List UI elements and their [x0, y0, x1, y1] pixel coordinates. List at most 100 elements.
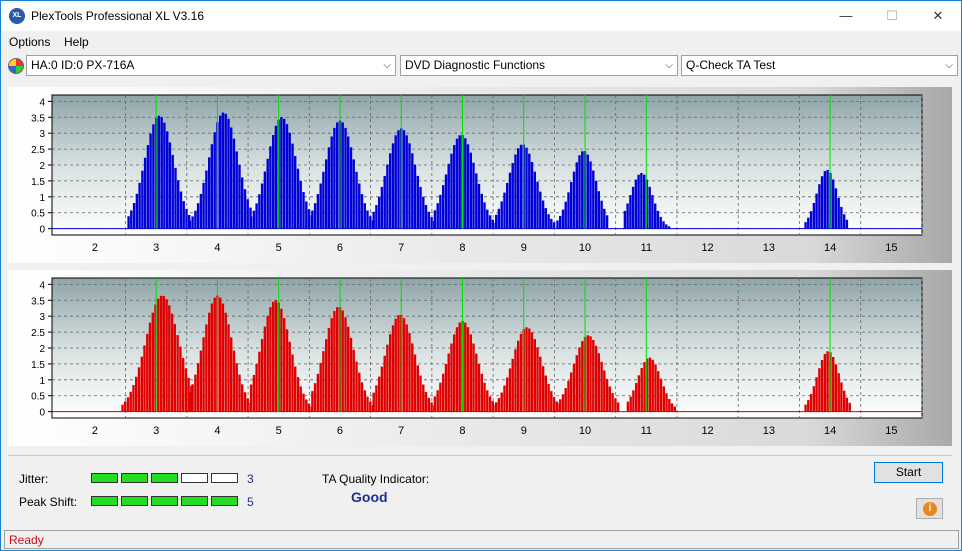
histogram-bar	[313, 383, 317, 412]
menu-options[interactable]: Options	[9, 35, 51, 49]
histogram-bar	[458, 322, 461, 412]
histogram-bar	[165, 299, 168, 412]
x-tick-label: 9	[521, 425, 527, 437]
histogram-bar	[148, 322, 152, 412]
histogram-bar	[260, 339, 264, 412]
function-select-value: DVD Diagnostic Functions	[405, 58, 546, 72]
histogram-bar	[419, 186, 422, 229]
histogram-bar	[196, 363, 200, 412]
histogram-bar	[594, 345, 598, 412]
histogram-bar	[570, 182, 573, 229]
histogram-bar	[291, 143, 294, 229]
histogram-bar	[177, 180, 180, 229]
histogram-bar	[626, 203, 629, 229]
histogram-bar	[263, 326, 267, 412]
x-tick-label: 6	[337, 242, 343, 254]
histogram-bar	[188, 392, 192, 412]
histogram-bar	[826, 169, 829, 229]
histogram-bar	[536, 181, 539, 229]
histogram-bar	[645, 179, 649, 229]
histogram-bar	[319, 183, 322, 229]
histogram-bar	[511, 358, 514, 412]
histogram-bar	[205, 324, 208, 412]
histogram-bar	[840, 206, 843, 229]
histogram-bar	[291, 354, 294, 412]
histogram-bar	[469, 334, 472, 412]
histogram-bar	[648, 357, 652, 412]
title-bar[interactable]: XL PlexTools Professional XL V3.16 — ☐ ✕	[1, 1, 961, 31]
histogram-bar	[391, 143, 395, 229]
histogram-bar	[442, 185, 445, 229]
info-button[interactable]: i	[916, 498, 943, 519]
histogram-bar	[514, 154, 517, 229]
histogram-bar	[316, 373, 320, 412]
histogram-bar	[219, 297, 222, 412]
histogram-bar	[232, 138, 236, 229]
close-button[interactable]: ✕	[932, 8, 944, 23]
histogram-bar	[184, 368, 188, 412]
histogram-bar	[307, 403, 311, 412]
histogram-bar	[219, 115, 222, 229]
histogram-bar	[422, 384, 425, 412]
histogram-bar	[486, 209, 489, 229]
histogram-bar	[196, 203, 200, 229]
histogram-bar	[160, 117, 163, 229]
histogram-bar	[280, 117, 283, 229]
histogram-bar	[466, 144, 470, 229]
histogram-bar	[614, 398, 617, 412]
histogram-bar	[444, 174, 448, 229]
histogram-bar	[313, 203, 317, 229]
test-select[interactable]: Q-Check TA Test ⌵	[681, 55, 958, 76]
x-tick-label: 7	[398, 242, 404, 254]
function-select[interactable]: DVD Diagnostic Functions ⌵	[400, 55, 678, 76]
histogram-bar	[322, 171, 325, 229]
histogram-bar	[659, 378, 663, 412]
y-tick-label: 1	[39, 376, 45, 387]
histogram-bar	[307, 209, 311, 229]
histogram-bar	[486, 390, 489, 412]
minimize-button[interactable]: —	[839, 8, 853, 23]
histogram-bar	[605, 378, 609, 412]
histogram-bar	[495, 214, 498, 229]
histogram-bar	[185, 208, 188, 229]
x-tick-label: 10	[579, 425, 591, 437]
histogram-bar	[640, 173, 643, 229]
histogram-bar	[121, 404, 124, 412]
maximize-button[interactable]: ☐	[886, 8, 898, 23]
histogram-bar	[389, 153, 392, 229]
histogram-bar	[575, 355, 578, 412]
histogram-bar	[349, 337, 353, 412]
histogram-bar	[283, 118, 286, 229]
disc-drive-icon	[8, 58, 24, 74]
start-button[interactable]: Start	[874, 462, 943, 483]
histogram-bar	[416, 175, 419, 229]
y-tick-label: 0.5	[31, 392, 45, 403]
histogram-bar	[408, 333, 411, 412]
histogram-bar	[126, 397, 130, 412]
histogram-bar	[311, 391, 314, 412]
histogram-bar	[586, 154, 589, 229]
histogram-bar	[447, 353, 450, 412]
histogram-bar	[413, 354, 417, 412]
menu-help[interactable]: Help	[64, 35, 89, 49]
histogram-bar	[807, 217, 810, 229]
histogram-bar	[383, 355, 386, 412]
y-tick-label: 3.5	[31, 113, 45, 124]
x-tick-label: 12	[701, 242, 713, 254]
histogram-bar	[668, 399, 671, 412]
histogram-bar	[411, 343, 414, 412]
histogram-bar	[556, 220, 559, 229]
histogram-bar	[344, 127, 347, 229]
histogram-bar	[152, 124, 155, 229]
histogram-bar	[444, 364, 448, 412]
drive-select[interactable]: HA:0 ID:0 PX-716A ⌵	[26, 55, 396, 76]
histogram-bar	[191, 384, 194, 412]
histogram-bar	[163, 122, 166, 229]
histogram-bar	[453, 145, 456, 229]
histogram-bar	[530, 162, 534, 229]
histogram-bar	[333, 127, 336, 229]
x-tick-label: 6	[337, 425, 343, 437]
histogram-bar	[402, 130, 406, 229]
y-tick-label: 0	[39, 225, 45, 236]
histogram-bar	[455, 327, 459, 412]
